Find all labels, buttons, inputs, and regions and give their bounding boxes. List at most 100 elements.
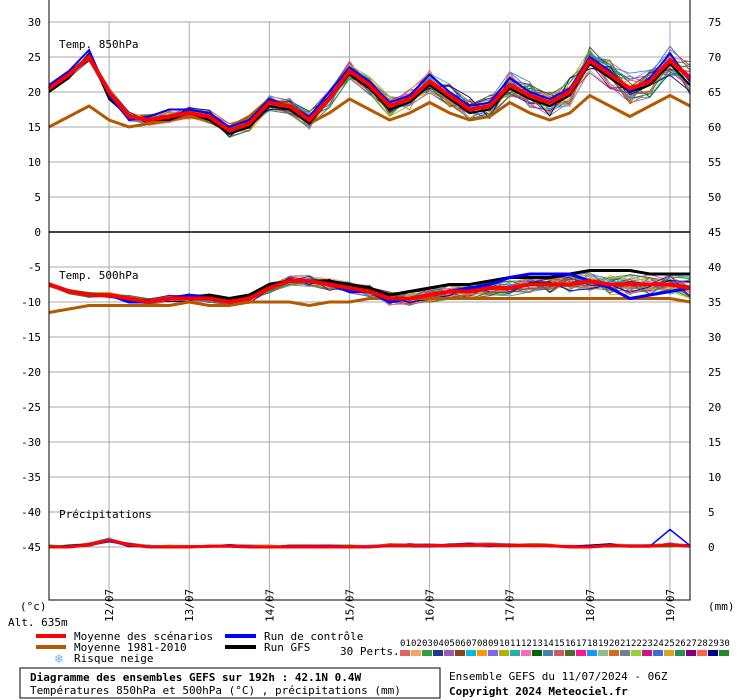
pert-legend-swatch xyxy=(697,650,707,656)
pert-legend-swatch xyxy=(719,650,729,656)
right-tick-label: 30 xyxy=(708,331,721,344)
left-tick-label: 5 xyxy=(34,191,41,204)
line-t500-mean xyxy=(48,278,691,305)
pert-legend-number: 09 xyxy=(488,639,499,649)
pert-legend-number: 10 xyxy=(499,639,510,649)
panel-label-t500: Temp. 500hPa xyxy=(59,269,138,282)
right-tick-label: 70 xyxy=(708,51,721,64)
date-tick-label: 14/07 xyxy=(263,589,276,622)
legend-snow-label: Risque neige xyxy=(74,652,153,665)
pert-legend-swatch xyxy=(708,650,718,656)
plot-frame xyxy=(48,0,691,601)
pert-legend-swatch xyxy=(510,650,520,656)
right-tick-label: 55 xyxy=(708,156,721,169)
date-tick-label: 12/07 xyxy=(103,589,116,622)
pert-legend-number: 18 xyxy=(587,639,598,649)
left-tick-label: 25 xyxy=(28,51,41,64)
pert-legend-swatch xyxy=(488,650,498,656)
legend-mean-label: Moyenne des scénarios xyxy=(74,630,213,643)
chart-title: Diagramme des ensembles GEFS sur 192h : … xyxy=(30,671,362,684)
pert-legend-swatch xyxy=(653,650,663,656)
line-precip-mean xyxy=(49,538,691,549)
pert-legend-swatch xyxy=(631,650,641,656)
pert-legend-swatch xyxy=(521,650,531,656)
left-tick-label: -20 xyxy=(21,366,41,379)
left-unit-label: (°c) xyxy=(20,600,47,613)
pert-legend-swatch xyxy=(444,650,454,656)
pert-legend-swatch xyxy=(686,650,696,656)
left-tick-label: -40 xyxy=(21,506,41,519)
pert-legend-number: 05 xyxy=(444,639,455,649)
panel-label-t850: Temp. 850hPa xyxy=(59,38,138,51)
pert-legend-swatch xyxy=(587,650,597,656)
pert-legend-number: 06 xyxy=(455,639,466,649)
pert-legend-number: 03 xyxy=(422,639,433,649)
altitude-label: Alt. 635m xyxy=(8,616,68,629)
pert-legend-number: 19 xyxy=(598,639,609,649)
pert-legend-number: 30 xyxy=(719,639,730,649)
pert-legend-number: 07 xyxy=(466,639,477,649)
pert-legend-swatch xyxy=(466,650,476,656)
pert-legend-number: 04 xyxy=(433,639,444,649)
right-tick-label: 35 xyxy=(708,296,721,309)
left-tick-label: -5 xyxy=(28,261,41,274)
pert-legend-swatch xyxy=(664,650,674,656)
pert-legend-number: 27 xyxy=(686,639,697,649)
pert-legend-swatch xyxy=(400,650,410,656)
pert-legend-number: 08 xyxy=(477,639,488,649)
perturbation-legend: 01 02 03 04 05 06 07 08 09 10 11 12 13 14 15 16 17 18 19 20… xyxy=(400,639,730,656)
right-tick-label: 40 xyxy=(708,261,721,274)
left-tick-label: -35 xyxy=(21,471,41,484)
pert-legend-number: 21 xyxy=(620,639,631,649)
right-tick-label: 60 xyxy=(708,121,721,134)
right-tick-label: 75 xyxy=(708,16,721,29)
left-tick-label: -30 xyxy=(21,436,41,449)
right-tick-label: 15 xyxy=(708,436,721,449)
line-t850-climo xyxy=(48,93,691,129)
legend-perts-label: 30 Perts. xyxy=(340,645,400,658)
snowflake-icon: ❄ xyxy=(54,652,64,666)
title-box xyxy=(19,667,441,699)
left-tick-label: 10 xyxy=(28,156,41,169)
pert-legend-swatch xyxy=(565,650,575,656)
right-tick-label: 10 xyxy=(708,471,721,484)
pert-legend-swatch xyxy=(675,650,685,656)
run-info: Ensemble GEFS du 11/07/2024 - 06Z xyxy=(449,670,668,683)
pert-legend-number: 01 xyxy=(400,639,411,649)
left-tick-label: 20 xyxy=(28,86,41,99)
pert-legend-number: 17 xyxy=(576,639,587,649)
legend-gfs-label: Run GFS xyxy=(264,641,310,654)
right-tick-label: 50 xyxy=(708,191,721,204)
perturbation-lines xyxy=(48,45,691,548)
date-tick-label: 17/07 xyxy=(504,589,517,622)
pert-legend-swatch xyxy=(532,650,542,656)
pert-legend-swatch xyxy=(598,650,608,656)
pert-legend-number: 14 xyxy=(543,639,554,649)
right-tick-label: 65 xyxy=(708,86,721,99)
pert-legend-number: 13 xyxy=(532,639,543,649)
right-tick-label: 20 xyxy=(708,401,721,414)
right-tick-label: 25 xyxy=(708,366,721,379)
pert-legend-number: 16 xyxy=(565,639,576,649)
left-tick-label: -10 xyxy=(21,296,41,309)
pert-legend-swatch xyxy=(576,650,586,656)
grid-lines xyxy=(49,21,690,600)
pert-legend-number: 28 xyxy=(697,639,708,649)
chart-subtitle: Températures 850hPa et 500hPa (°C) , pré… xyxy=(30,684,401,697)
right-tick-label: 5 xyxy=(708,506,715,519)
left-tick-label: -15 xyxy=(21,331,41,344)
pert-legend-swatch xyxy=(433,650,443,656)
pert-legend-swatch xyxy=(411,650,421,656)
pert-legend-number: 24 xyxy=(653,639,664,649)
pert-legend-swatch xyxy=(554,650,564,656)
date-tick-label: 15/07 xyxy=(343,589,356,622)
left-tick-label: 15 xyxy=(28,121,41,134)
pert-legend-number: 25 xyxy=(664,639,675,649)
pert-legend-number: 15 xyxy=(554,639,565,649)
left-tick-label: 30 xyxy=(28,16,41,29)
pert-legend-swatch xyxy=(422,650,432,656)
panel-label-precip: Précipitations xyxy=(59,508,152,521)
pert-legend-swatch xyxy=(642,650,652,656)
